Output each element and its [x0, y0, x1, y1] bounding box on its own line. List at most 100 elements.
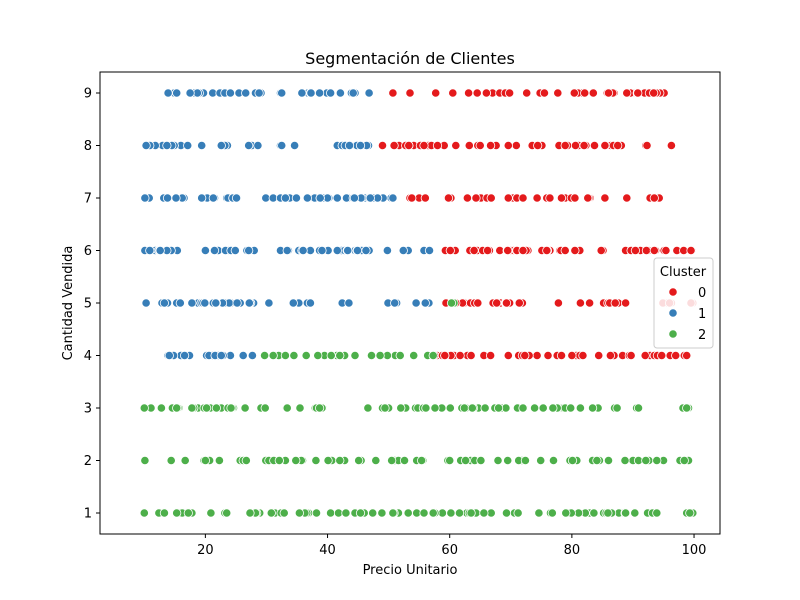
legend-box — [653, 257, 714, 349]
data-point-cluster-2 — [592, 455, 602, 466]
data-point-cluster-2 — [314, 403, 325, 413]
data-point-cluster-2 — [366, 350, 377, 361]
data-point-cluster-2 — [682, 403, 692, 413]
data-point-cluster-2 — [200, 455, 210, 466]
data-point-cluster-2 — [289, 350, 299, 361]
data-point-cluster-0 — [642, 140, 652, 151]
data-point-cluster-1 — [244, 245, 254, 256]
data-point-cluster-0 — [532, 193, 542, 203]
data-point-cluster-0 — [569, 88, 579, 98]
data-point-cluster-0 — [407, 193, 417, 203]
data-point-cluster-1 — [388, 193, 398, 203]
data-point-cluster-1 — [344, 140, 355, 151]
data-point-cluster-0 — [475, 140, 485, 151]
data-point-cluster-2 — [679, 455, 689, 466]
data-point-cluster-2 — [567, 455, 578, 466]
data-point-cluster-2 — [575, 403, 586, 413]
data-point-cluster-1 — [155, 245, 165, 256]
data-point-cluster-0 — [377, 140, 388, 151]
data-point-cluster-2 — [493, 403, 504, 413]
chart-title: Segmentación de Clientes — [305, 49, 515, 68]
data-point-cluster-2 — [587, 403, 598, 413]
data-point-cluster-0 — [503, 245, 513, 256]
data-point-cluster-0 — [501, 298, 512, 308]
data-point-cluster-2 — [409, 350, 419, 361]
data-point-cluster-2 — [633, 403, 644, 413]
data-point-cluster-0 — [533, 140, 543, 151]
data-point-cluster-0 — [570, 193, 580, 203]
data-point-cluster-1 — [317, 245, 327, 256]
y-tick-label: 6 — [84, 244, 92, 259]
data-point-cluster-0 — [579, 140, 589, 151]
data-point-cluster-2 — [240, 403, 250, 413]
data-point-cluster-1 — [159, 298, 169, 308]
data-point-cluster-0 — [605, 350, 616, 361]
legend-label-2: 2 — [698, 328, 706, 343]
data-point-cluster-1 — [200, 245, 210, 256]
data-point-cluster-1 — [247, 350, 257, 361]
data-point-cluster-1 — [187, 298, 197, 308]
data-point-cluster-2 — [467, 403, 477, 413]
data-point-cluster-0 — [613, 140, 623, 151]
data-point-cluster-2 — [313, 350, 323, 361]
x-axis-label: Precio Unitario — [363, 563, 458, 578]
data-point-cluster-2 — [187, 403, 197, 413]
data-point-cluster-2 — [291, 455, 301, 466]
data-point-cluster-1 — [241, 88, 251, 98]
data-point-cluster-1 — [332, 193, 342, 203]
data-point-cluster-1 — [355, 140, 366, 151]
data-point-cluster-2 — [529, 403, 540, 413]
data-point-cluster-1 — [305, 298, 315, 308]
data-point-cluster-0 — [532, 350, 542, 361]
data-point-cluster-1 — [231, 193, 242, 203]
y-tick-label: 8 — [84, 139, 92, 154]
data-point-cluster-0 — [570, 140, 581, 151]
data-point-cluster-1 — [230, 245, 240, 256]
data-point-cluster-2 — [547, 508, 557, 518]
data-point-cluster-2 — [323, 455, 333, 466]
data-point-cluster-1 — [348, 88, 358, 98]
data-point-cluster-0 — [388, 88, 398, 98]
data-point-cluster-1 — [216, 350, 226, 361]
data-point-cluster-0 — [575, 298, 586, 308]
data-point-cluster-1 — [264, 298, 274, 308]
data-point-cluster-0 — [463, 88, 474, 98]
data-point-cluster-2 — [206, 508, 216, 518]
data-point-cluster-2 — [311, 508, 322, 518]
data-point-cluster-2 — [589, 508, 599, 518]
data-point-cluster-0 — [622, 193, 632, 203]
data-point-cluster-2 — [652, 508, 662, 518]
y-tick-label: 2 — [84, 454, 92, 469]
data-point-cluster-1 — [297, 88, 307, 98]
data-point-cluster-2 — [326, 350, 336, 361]
data-point-cluster-2 — [295, 403, 305, 413]
data-point-cluster-2 — [476, 455, 486, 466]
data-point-cluster-0 — [649, 88, 659, 98]
data-point-cluster-2 — [335, 350, 345, 361]
data-point-cluster-2 — [260, 403, 270, 413]
data-point-cluster-1 — [171, 193, 181, 203]
data-point-cluster-0 — [657, 350, 667, 361]
data-point-cluster-1 — [197, 140, 207, 151]
data-point-cluster-2 — [685, 508, 695, 518]
data-point-cluster-2 — [368, 508, 378, 518]
data-point-cluster-0 — [600, 140, 610, 151]
data-point-cluster-0 — [504, 88, 515, 98]
data-point-cluster-2 — [335, 455, 345, 466]
data-point-cluster-2 — [428, 508, 438, 518]
data-point-cluster-1 — [197, 193, 207, 203]
legend-marker-2 — [668, 329, 678, 339]
y-tick-label: 4 — [84, 349, 92, 364]
data-point-cluster-0 — [661, 245, 671, 256]
data-point-cluster-2 — [350, 350, 360, 361]
x-tick-label: 100 — [682, 543, 707, 558]
data-point-cluster-1 — [200, 298, 210, 308]
data-point-cluster-1 — [332, 245, 342, 256]
data-point-cluster-1 — [349, 193, 359, 203]
data-point-cluster-1 — [185, 88, 195, 98]
data-point-cluster-2 — [377, 508, 387, 518]
y-tick-label: 1 — [84, 507, 92, 522]
data-point-cluster-0 — [584, 298, 595, 308]
data-point-cluster-0 — [471, 193, 481, 203]
legend-title: Cluster — [660, 265, 707, 280]
